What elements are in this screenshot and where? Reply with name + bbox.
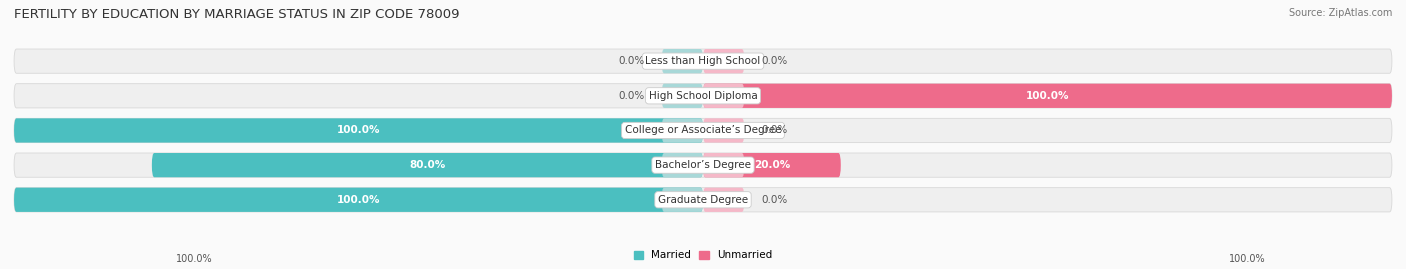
FancyBboxPatch shape [703,153,744,177]
Text: College or Associate’s Degree: College or Associate’s Degree [624,125,782,136]
Text: 100.0%: 100.0% [337,125,380,136]
FancyBboxPatch shape [14,188,703,212]
Text: 100.0%: 100.0% [337,195,380,205]
Text: 100.0%: 100.0% [176,254,212,264]
FancyBboxPatch shape [14,153,1392,177]
Legend: Married, Unmarried: Married, Unmarried [634,250,772,260]
FancyBboxPatch shape [703,49,744,73]
Text: 0.0%: 0.0% [762,125,787,136]
Text: Less than High School: Less than High School [645,56,761,66]
Text: 20.0%: 20.0% [754,160,790,170]
Text: 80.0%: 80.0% [409,160,446,170]
Text: Graduate Degree: Graduate Degree [658,195,748,205]
FancyBboxPatch shape [662,49,703,73]
FancyBboxPatch shape [14,49,1392,73]
Text: 0.0%: 0.0% [762,56,787,66]
Text: Bachelor’s Degree: Bachelor’s Degree [655,160,751,170]
FancyBboxPatch shape [703,84,744,108]
FancyBboxPatch shape [662,188,703,212]
Text: High School Diploma: High School Diploma [648,91,758,101]
FancyBboxPatch shape [703,153,841,177]
FancyBboxPatch shape [14,84,1392,108]
Text: FERTILITY BY EDUCATION BY MARRIAGE STATUS IN ZIP CODE 78009: FERTILITY BY EDUCATION BY MARRIAGE STATU… [14,8,460,21]
FancyBboxPatch shape [14,188,1392,212]
FancyBboxPatch shape [703,84,1392,108]
FancyBboxPatch shape [14,118,703,143]
FancyBboxPatch shape [703,188,744,212]
Text: 0.0%: 0.0% [762,195,787,205]
Text: 100.0%: 100.0% [1026,91,1069,101]
Text: 100.0%: 100.0% [1229,254,1265,264]
FancyBboxPatch shape [14,118,1392,143]
FancyBboxPatch shape [662,118,703,143]
FancyBboxPatch shape [662,153,703,177]
Text: 0.0%: 0.0% [619,56,644,66]
Text: 0.0%: 0.0% [619,91,644,101]
FancyBboxPatch shape [662,84,703,108]
Text: Source: ZipAtlas.com: Source: ZipAtlas.com [1288,8,1392,18]
FancyBboxPatch shape [152,153,703,177]
FancyBboxPatch shape [703,118,744,143]
